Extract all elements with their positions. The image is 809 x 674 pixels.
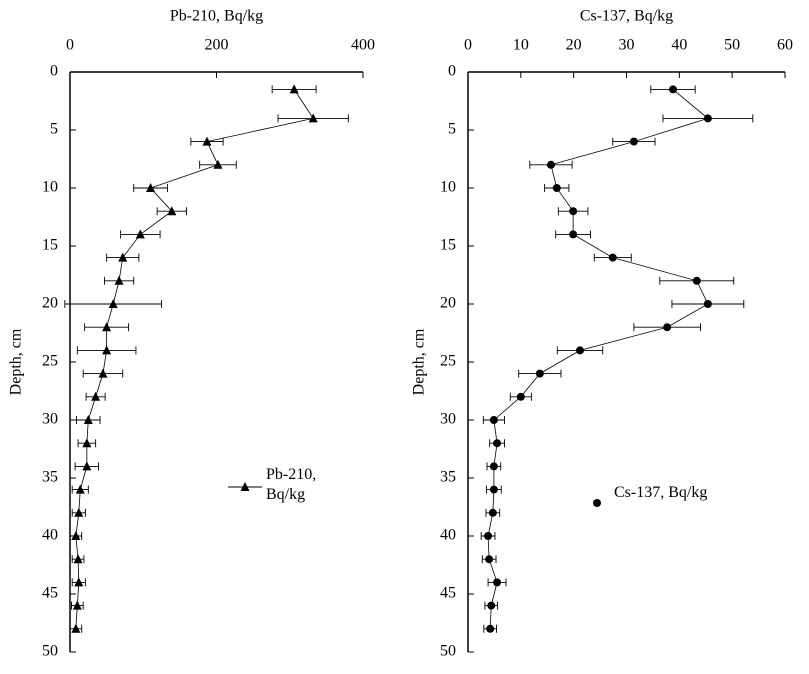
x-tick-label: 400 [351, 37, 375, 54]
legend-label: Cs-137, Bq/kg [614, 484, 708, 501]
marker [487, 601, 496, 610]
marker [489, 416, 498, 424]
marker [289, 84, 299, 94]
x-tick-label: 0 [66, 37, 74, 54]
x-tick-label: 40 [671, 37, 687, 54]
marker [484, 532, 493, 540]
x-tick-label: 20 [566, 37, 582, 54]
legend-marker [593, 499, 601, 507]
legend-label: Pb-210, Bq/kg [266, 466, 317, 503]
marker [213, 159, 223, 169]
data-line [487, 89, 709, 629]
y-tick-label: 25 [42, 353, 58, 370]
x-tick-label: 30 [619, 37, 635, 54]
y-tick-label: 45 [440, 585, 456, 602]
marker [71, 531, 81, 540]
marker [488, 508, 497, 517]
x-axis-label: Cs-137, Bq/kg [580, 8, 673, 25]
marker [82, 438, 92, 448]
x-axis-label: Pb-210, Bq/kg [170, 8, 263, 25]
legend-marker [240, 482, 250, 491]
marker [569, 230, 578, 239]
marker [703, 114, 712, 123]
y-tick-label: 20 [440, 295, 456, 312]
y-tick-label: 5 [50, 121, 58, 138]
marker [202, 136, 212, 146]
marker [73, 554, 83, 564]
marker [91, 391, 101, 401]
marker [663, 323, 672, 332]
marker [552, 184, 561, 192]
y-tick-label: 50 [42, 643, 58, 660]
y-tick-label: 25 [440, 353, 456, 370]
marker [102, 345, 112, 355]
marker [489, 462, 498, 471]
marker [108, 299, 118, 308]
marker [72, 600, 82, 610]
marker [576, 346, 585, 355]
marker [102, 322, 112, 332]
marker [114, 275, 124, 285]
y-tick-label: 10 [440, 179, 456, 196]
marker [608, 253, 617, 262]
marker [118, 252, 128, 262]
x-tick-label: 50 [724, 37, 740, 54]
y-tick-label: 20 [42, 295, 58, 312]
data-line [75, 89, 314, 629]
y-tick-label: 30 [42, 411, 58, 428]
marker [74, 507, 84, 517]
marker [82, 461, 92, 471]
y-tick-label: 35 [42, 469, 58, 486]
x-tick-label: 60 [777, 37, 793, 54]
y-tick-label: 10 [42, 179, 58, 196]
marker [485, 555, 494, 564]
y-tick-label: 0 [448, 63, 456, 80]
y-tick-label: 0 [50, 63, 58, 80]
marker [692, 276, 701, 285]
marker [493, 578, 502, 587]
marker [98, 368, 108, 378]
y-tick-label: 45 [42, 585, 58, 602]
marker [535, 369, 544, 378]
y-tick-label: 15 [440, 237, 456, 254]
y-tick-label: 5 [448, 121, 456, 138]
marker [308, 113, 318, 123]
marker [75, 484, 85, 494]
y-tick-label: 40 [440, 527, 456, 544]
y-axis-label: Depth, cm [8, 328, 25, 395]
marker [135, 229, 145, 239]
marker [703, 300, 712, 308]
marker [668, 85, 677, 94]
marker [71, 623, 81, 633]
marker [83, 415, 93, 424]
x-tick-label: 0 [464, 37, 472, 54]
y-axis-label: Depth, cm [411, 328, 428, 395]
x-tick-label: 200 [205, 37, 229, 54]
y-tick-label: 40 [42, 527, 58, 544]
marker [167, 206, 177, 216]
marker [489, 485, 498, 494]
marker [569, 207, 578, 216]
marker [493, 439, 502, 448]
y-tick-label: 15 [42, 237, 58, 254]
marker [486, 624, 495, 633]
y-tick-label: 30 [440, 411, 456, 428]
y-tick-label: 35 [440, 469, 456, 486]
marker [146, 183, 156, 192]
marker [629, 137, 638, 146]
marker [546, 160, 555, 169]
y-tick-label: 50 [440, 643, 456, 660]
marker [516, 392, 525, 401]
marker [74, 577, 84, 587]
x-tick-label: 10 [513, 37, 529, 54]
